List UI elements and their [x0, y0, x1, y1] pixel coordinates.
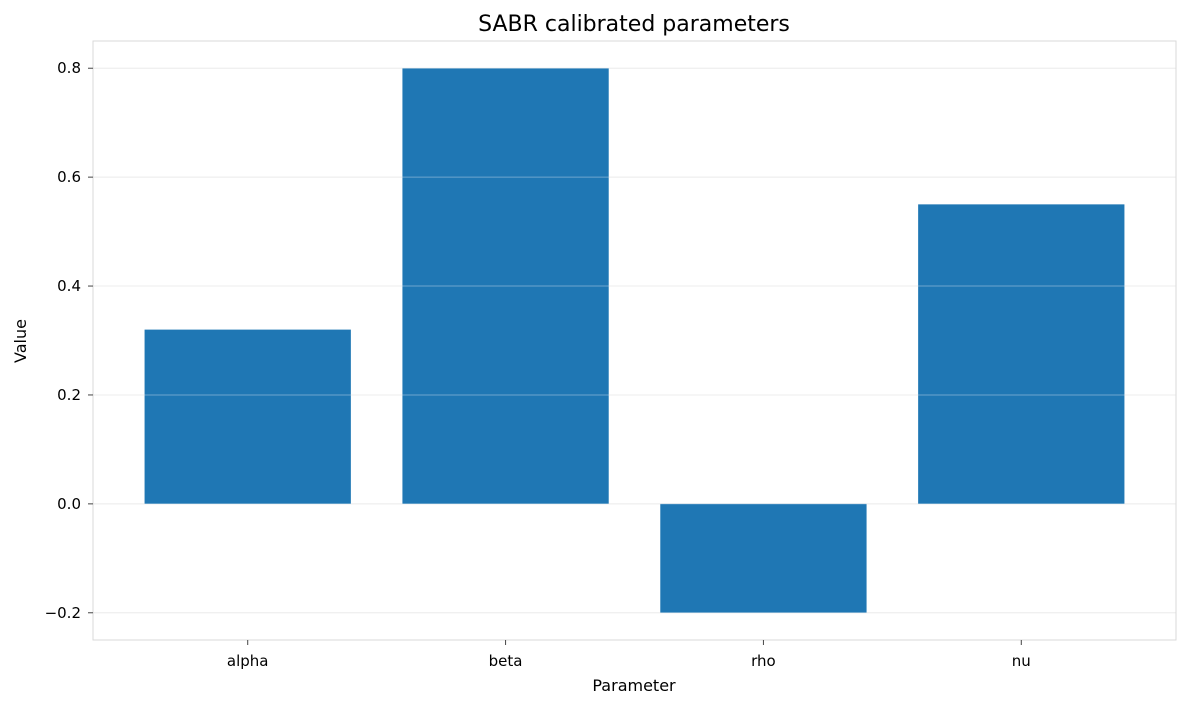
x-axis-label: Parameter — [592, 676, 676, 695]
y-tick-label: 0.0 — [57, 495, 81, 513]
bars — [93, 67, 1176, 614]
x-tick-label-beta: beta — [489, 652, 523, 670]
x-tick-label-rho: rho — [751, 652, 776, 670]
y-axis-label: Value — [11, 319, 30, 363]
x-tick-label-alpha: alpha — [227, 652, 269, 670]
x-tick-label-nu: nu — [1012, 652, 1031, 670]
bar-alpha — [144, 329, 351, 504]
bar-beta — [402, 68, 609, 504]
y-tick-label: 0.8 — [57, 59, 81, 77]
chart-title: SABR calibrated parameters — [478, 12, 790, 37]
x-axis-ticks: alpha beta rho nu — [227, 640, 1031, 670]
y-axis-ticks: −0.2 0.0 0.2 0.4 0.6 0.8 — [45, 59, 93, 622]
y-tick-label: 0.6 — [57, 168, 81, 186]
y-tick-label: −0.2 — [45, 604, 81, 622]
y-tick-label: 0.4 — [57, 277, 81, 295]
bar-nu — [918, 204, 1125, 504]
plot-frame — [92, 40, 1177, 641]
y-tick-label: 0.2 — [57, 386, 81, 404]
bar-rho — [660, 503, 867, 613]
